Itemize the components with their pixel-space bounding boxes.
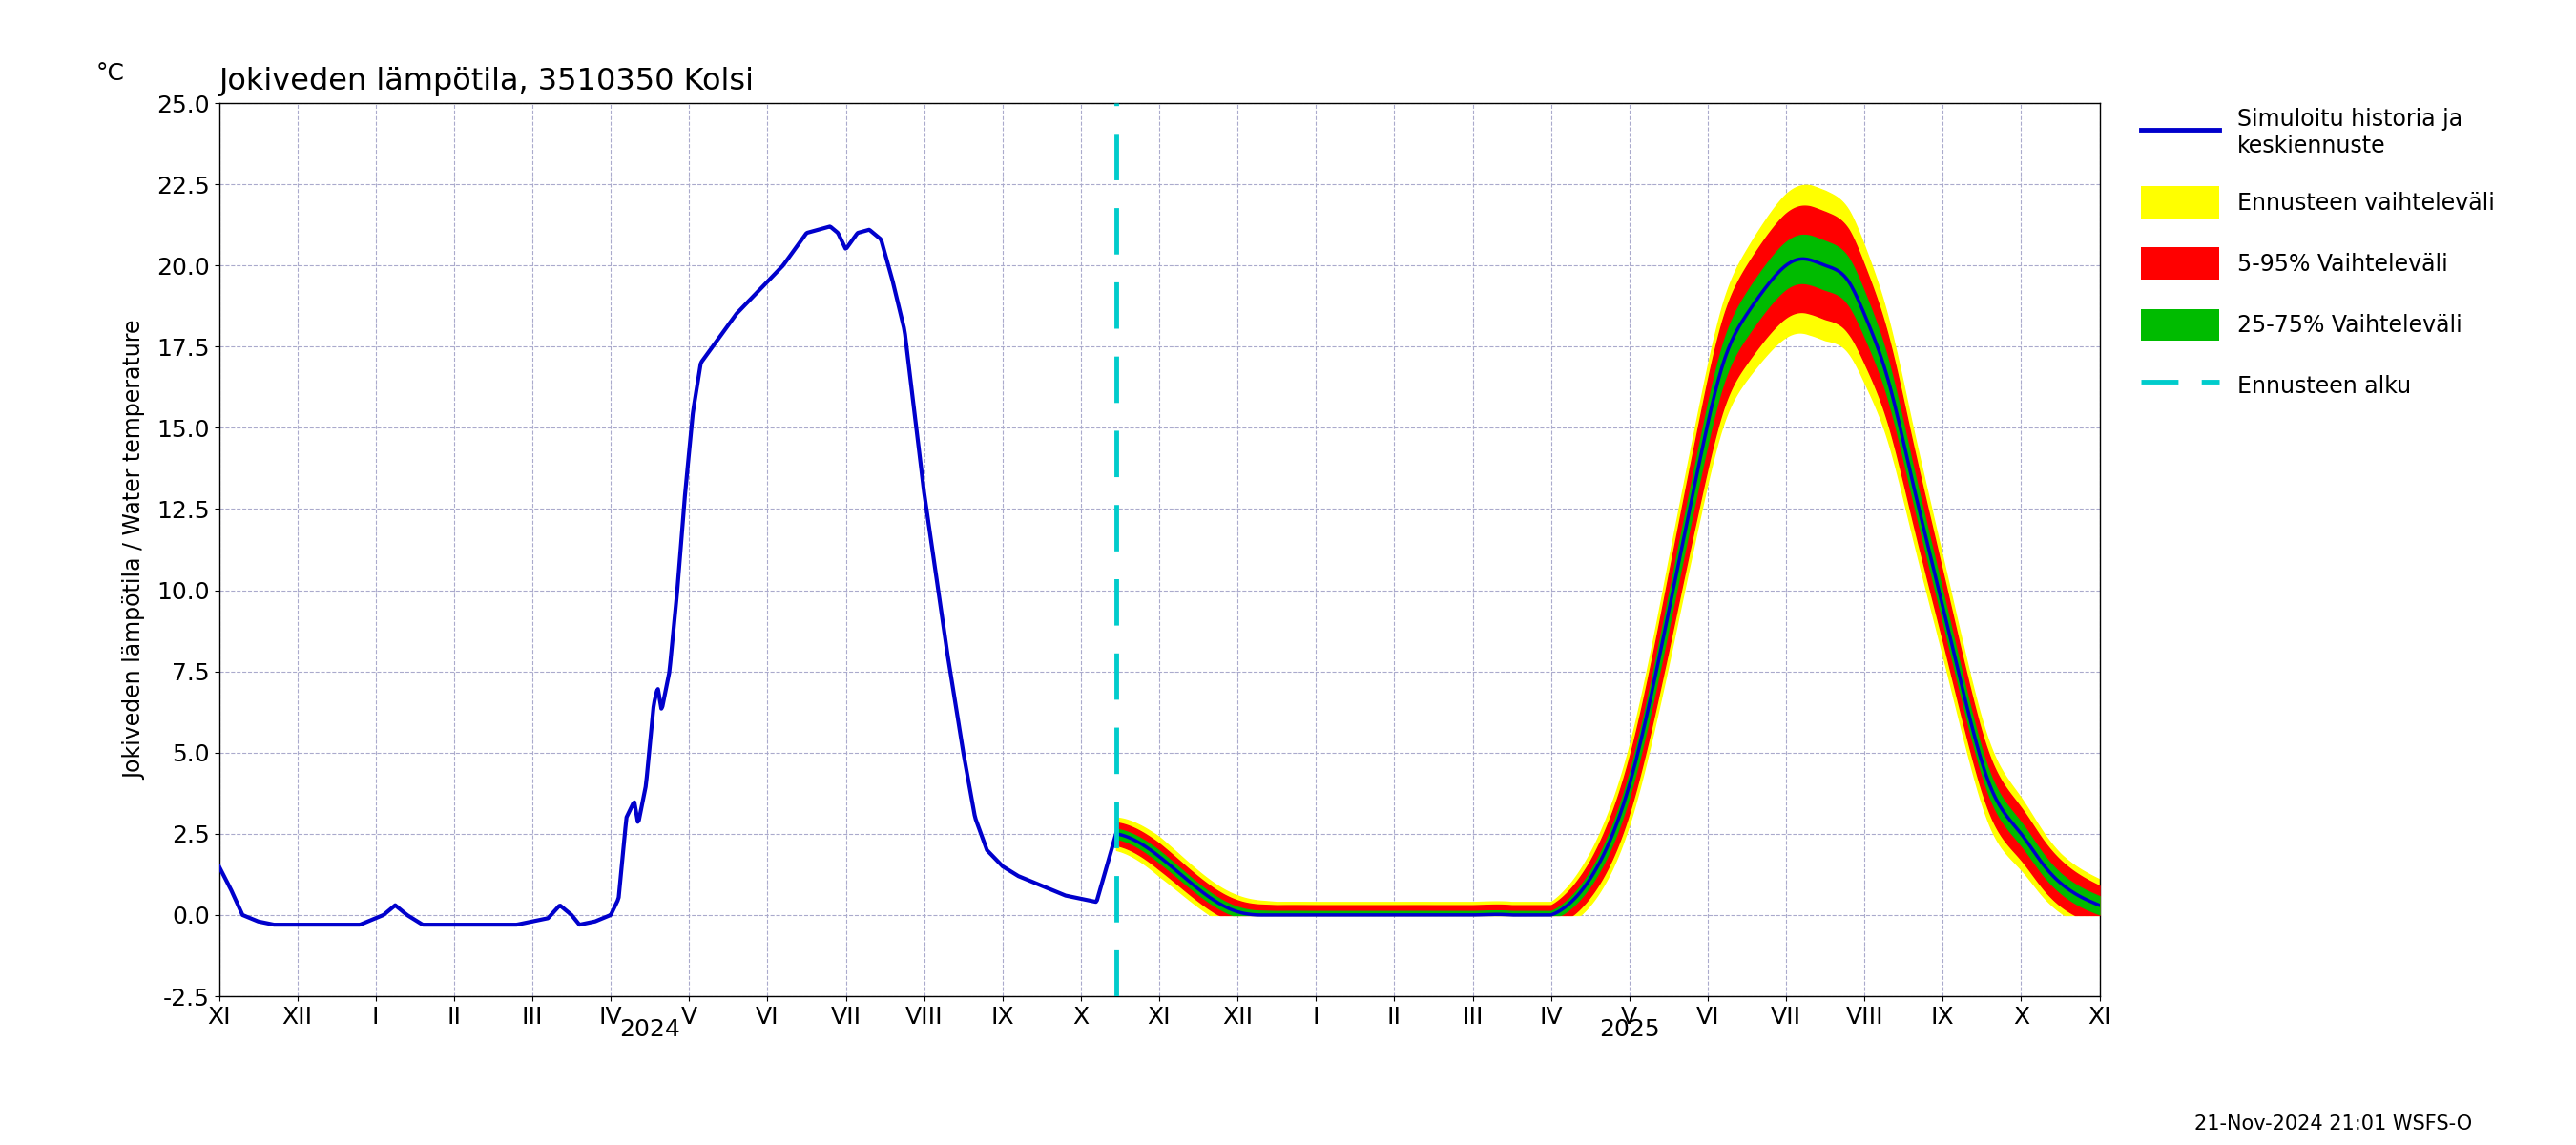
Legend: Simuloitu historia ja
keskiennuste, Ennusteen vaihteleväli, 5-95% Vaihteleväli, : Simuloitu historia ja keskiennuste, Ennu…	[2130, 96, 2506, 413]
Text: Jokiveden lämpötila, 3510350 Kolsi: Jokiveden lämpötila, 3510350 Kolsi	[219, 66, 755, 96]
Text: 2024: 2024	[618, 1018, 680, 1041]
Text: 21-Nov-2024 21:01 WSFS-O: 21-Nov-2024 21:01 WSFS-O	[2195, 1114, 2473, 1134]
Text: 2025: 2025	[1600, 1018, 1659, 1041]
Y-axis label: Jokiveden lämpötila / Water temperature: Jokiveden lämpötila / Water temperature	[124, 319, 147, 780]
Text: °C: °C	[95, 62, 124, 85]
